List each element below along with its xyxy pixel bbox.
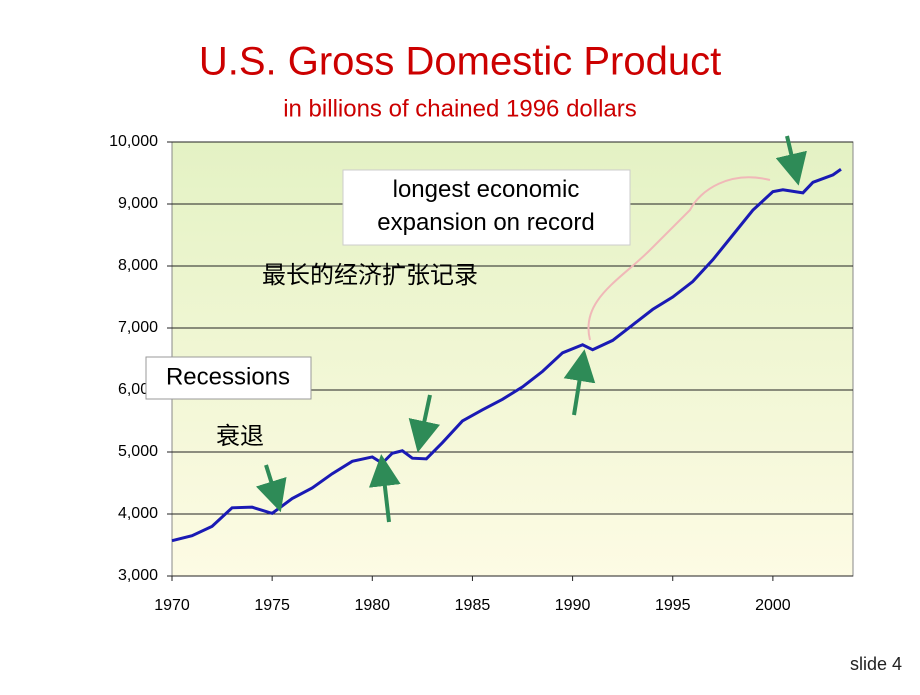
- x-tick-label: 2000: [755, 597, 791, 614]
- y-tick-label: 7,000: [118, 319, 158, 336]
- y-tick-label: 9,000: [118, 195, 158, 212]
- chart-title: U.S. Gross Domestic Product: [199, 40, 721, 84]
- x-tick-label: 1975: [254, 597, 290, 614]
- annotation-box: [342, 169, 631, 246]
- y-tick-label: 8,000: [118, 257, 158, 274]
- chart-subtitle: in billions of chained 1996 dollars: [283, 95, 637, 122]
- annotation: 最长的经济扩张记录: [262, 261, 478, 289]
- x-tick-label: 1985: [455, 597, 491, 614]
- x-tick-label: 1980: [354, 597, 390, 614]
- x-tick-label: 1970: [154, 597, 190, 614]
- y-tick-label: 5,000: [118, 443, 158, 460]
- annotation-box: [145, 356, 312, 400]
- y-tick-label: 4,000: [118, 505, 158, 522]
- annotation: Recessions: [166, 363, 290, 390]
- annotation: longest economic expansion on record: [377, 176, 594, 236]
- arrows: [255, 135, 807, 523]
- annotation: 衰退: [216, 422, 264, 450]
- y-tick-label: 3,000: [118, 567, 158, 584]
- x-tick-label: 1995: [655, 597, 691, 614]
- line-series: [171, 168, 842, 543]
- slide-number: slide 4: [850, 654, 902, 674]
- y-tick-label: 10,000: [109, 133, 158, 150]
- brace: [587, 176, 771, 341]
- x-tick-label: 1990: [555, 597, 591, 614]
